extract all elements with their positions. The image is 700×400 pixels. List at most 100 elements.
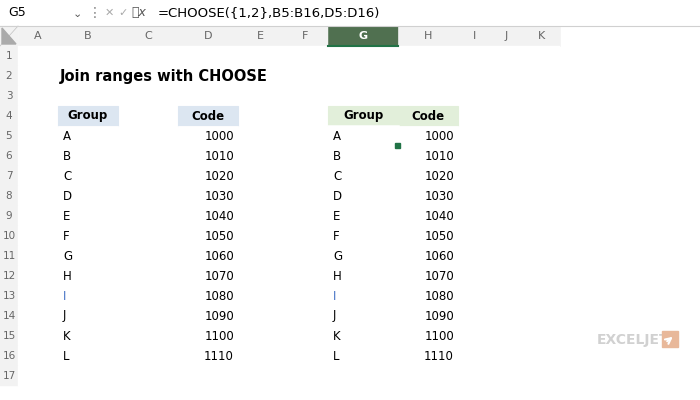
- Bar: [283, 246, 328, 266]
- Text: I: I: [63, 290, 66, 302]
- Bar: [283, 106, 328, 126]
- Bar: [328, 206, 398, 226]
- Text: Code: Code: [412, 110, 444, 122]
- Text: 1: 1: [6, 51, 13, 61]
- Bar: [458, 186, 490, 206]
- Bar: [458, 146, 490, 166]
- Text: 6: 6: [6, 151, 13, 161]
- Bar: [238, 246, 283, 266]
- Bar: [523, 186, 560, 206]
- Bar: [328, 126, 398, 146]
- Bar: [238, 26, 283, 46]
- Text: 1010: 1010: [204, 150, 234, 162]
- Bar: [398, 286, 458, 306]
- Bar: [283, 86, 328, 106]
- Text: Code: Code: [191, 110, 225, 122]
- Bar: [118, 226, 178, 246]
- Bar: [0, 306, 18, 326]
- Bar: [490, 346, 523, 366]
- Bar: [490, 46, 523, 66]
- Bar: [178, 246, 238, 266]
- Bar: [523, 86, 560, 106]
- Bar: [58, 286, 118, 306]
- Bar: [118, 306, 178, 326]
- Bar: [118, 246, 178, 266]
- Text: F: F: [333, 230, 340, 242]
- Bar: [178, 226, 238, 246]
- Bar: [328, 146, 398, 166]
- Bar: [18, 246, 58, 266]
- Text: 15: 15: [2, 331, 15, 341]
- Bar: [398, 146, 458, 166]
- Bar: [58, 286, 118, 306]
- Bar: [58, 166, 118, 186]
- Bar: [58, 106, 118, 126]
- Bar: [458, 66, 490, 86]
- Bar: [238, 106, 283, 126]
- Bar: [58, 46, 118, 66]
- Bar: [18, 206, 58, 226]
- Bar: [18, 306, 58, 326]
- Bar: [328, 266, 398, 286]
- Bar: [458, 206, 490, 226]
- Bar: [58, 166, 118, 186]
- Bar: [18, 226, 58, 246]
- Bar: [238, 46, 283, 66]
- Text: 9: 9: [6, 211, 13, 221]
- Bar: [178, 186, 238, 206]
- Bar: [178, 26, 238, 46]
- Bar: [328, 26, 398, 46]
- Bar: [238, 166, 283, 186]
- Bar: [58, 86, 118, 106]
- Bar: [58, 186, 118, 206]
- Bar: [398, 166, 458, 186]
- Text: L: L: [63, 350, 69, 362]
- Bar: [283, 286, 328, 306]
- Bar: [178, 346, 238, 366]
- Bar: [490, 166, 523, 186]
- Bar: [398, 226, 458, 246]
- Bar: [118, 66, 178, 86]
- Bar: [398, 306, 458, 326]
- Bar: [178, 126, 238, 146]
- Bar: [523, 246, 560, 266]
- Bar: [118, 126, 178, 146]
- Bar: [58, 206, 118, 226]
- Text: 1050: 1050: [424, 230, 454, 242]
- Text: 1020: 1020: [204, 170, 234, 182]
- Bar: [328, 186, 398, 206]
- Text: 3: 3: [6, 91, 13, 101]
- Bar: [18, 286, 58, 306]
- Bar: [398, 266, 458, 286]
- Bar: [458, 246, 490, 266]
- Text: D: D: [333, 190, 342, 202]
- Bar: [238, 66, 283, 86]
- Text: 7: 7: [6, 171, 13, 181]
- Bar: [238, 346, 283, 366]
- Bar: [398, 226, 458, 246]
- Bar: [178, 126, 238, 146]
- Text: 11: 11: [2, 251, 15, 261]
- Text: 14: 14: [2, 311, 15, 321]
- Bar: [118, 266, 178, 286]
- Bar: [523, 306, 560, 326]
- Bar: [283, 306, 328, 326]
- Text: G: G: [333, 250, 342, 262]
- Bar: [328, 126, 398, 146]
- Bar: [118, 186, 178, 206]
- Bar: [490, 186, 523, 206]
- Bar: [58, 306, 118, 326]
- Bar: [328, 166, 398, 186]
- Bar: [238, 146, 283, 166]
- Text: ⌄: ⌄: [72, 9, 82, 19]
- Bar: [58, 246, 118, 266]
- Text: J: J: [63, 310, 66, 322]
- Bar: [178, 206, 238, 226]
- Bar: [238, 266, 283, 286]
- Bar: [0, 266, 18, 286]
- Bar: [238, 306, 283, 326]
- Text: L: L: [333, 350, 340, 362]
- Bar: [398, 346, 458, 366]
- Bar: [328, 346, 398, 366]
- Bar: [458, 226, 490, 246]
